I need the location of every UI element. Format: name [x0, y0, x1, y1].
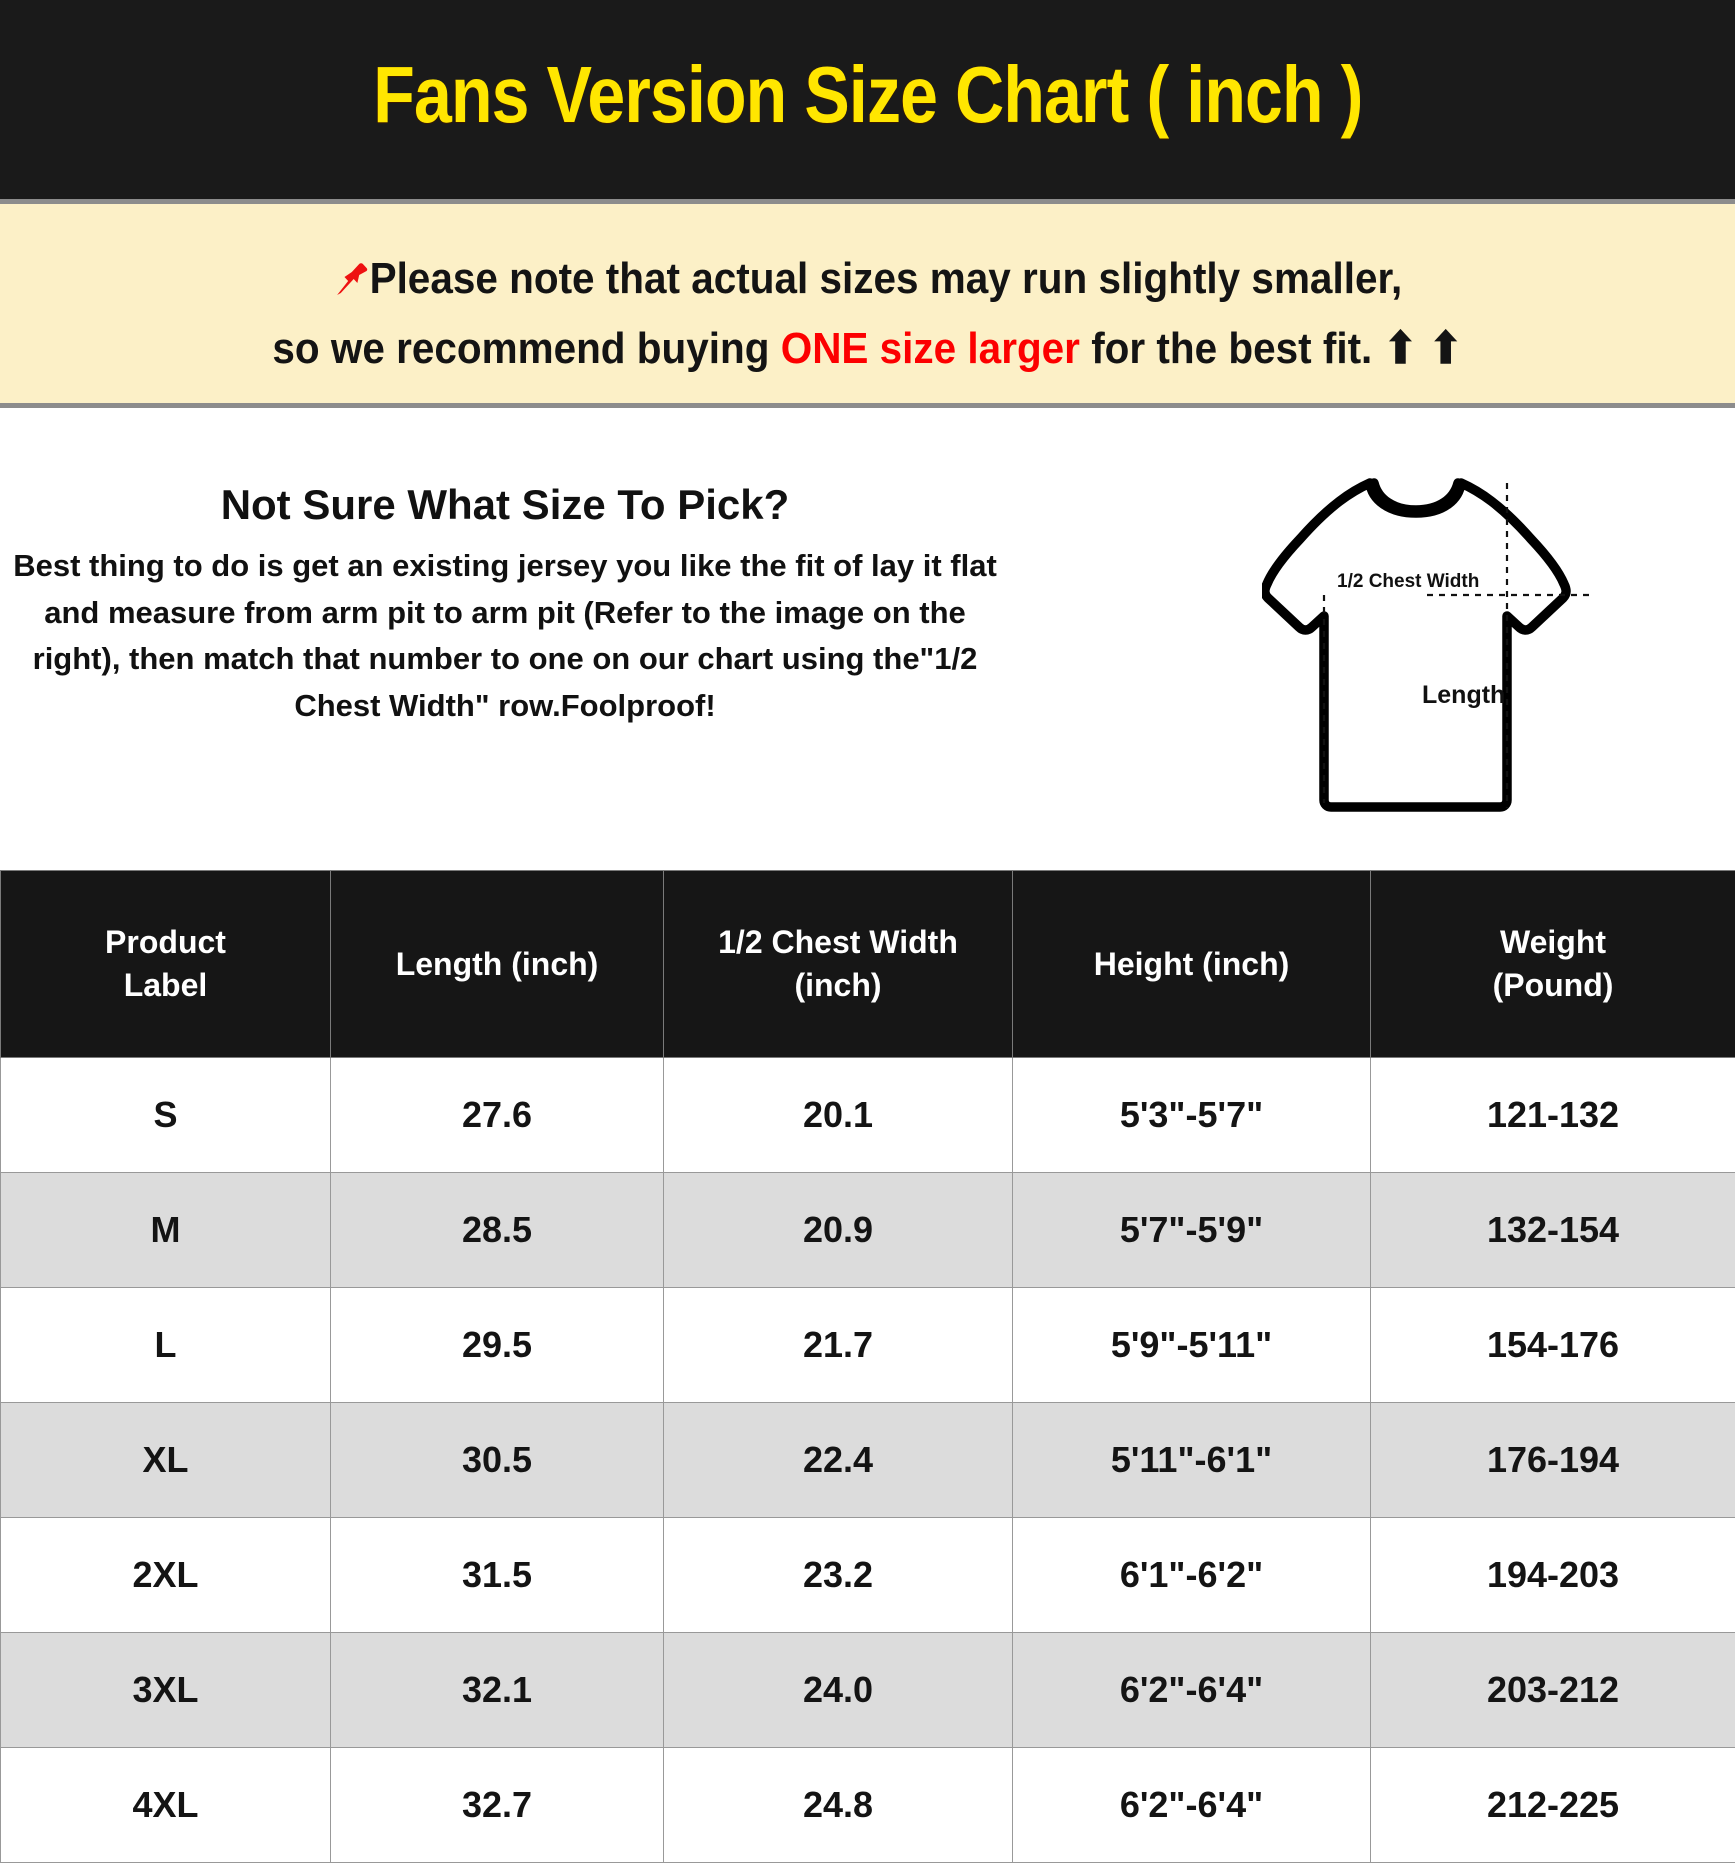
svg-text:Length: Length: [1422, 681, 1505, 709]
svg-text:1/2 Chest Width: 1/2 Chest Width: [1337, 571, 1479, 592]
